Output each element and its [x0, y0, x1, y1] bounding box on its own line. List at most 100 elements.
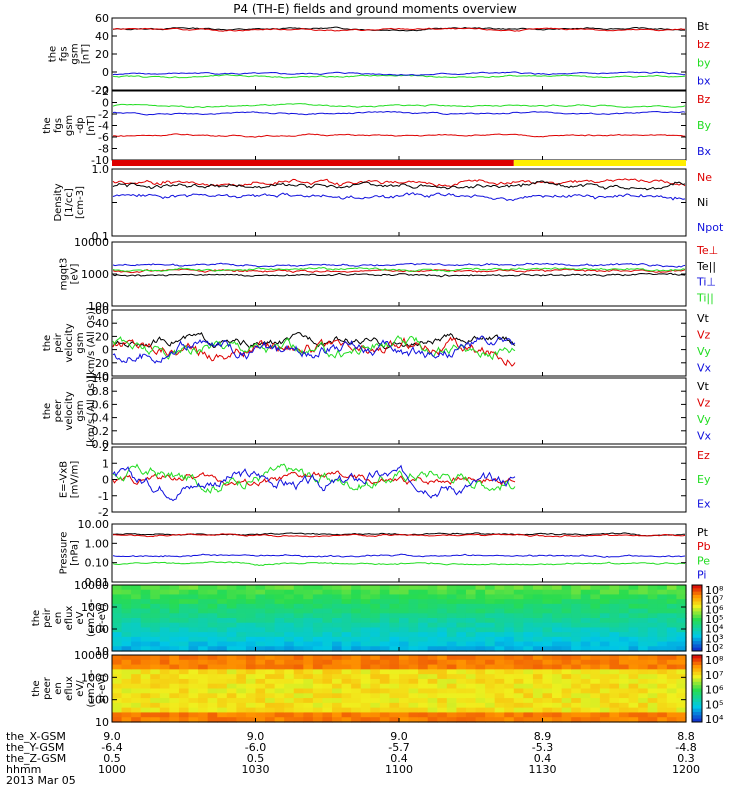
- heatmap-cell: [437, 622, 448, 629]
- heatmap-cell: [437, 712, 448, 718]
- y-tick-label: 10.00: [78, 518, 110, 531]
- heatmap-cell: [293, 683, 304, 690]
- heatmap-cell: [609, 599, 620, 605]
- heatmap-cell: [217, 618, 228, 624]
- heatmap-cell: [236, 627, 247, 633]
- heatmap-cell: [322, 702, 333, 709]
- heatmap-cell: [121, 688, 132, 694]
- heatmap-cell: [666, 632, 678, 638]
- legend-entry: Ex: [697, 497, 711, 510]
- heatmap-cell: [408, 594, 419, 600]
- heatmap-cell: [532, 585, 544, 591]
- heatmap-cell: [619, 688, 630, 694]
- heatmap-cell: [485, 674, 496, 680]
- heatmap-cell: [293, 664, 304, 670]
- colorbar-segment: [692, 621, 702, 626]
- heatmap-cell: [561, 622, 572, 629]
- heatmap-cell: [332, 641, 343, 647]
- legend-entry: Vt: [697, 312, 710, 325]
- heatmap-cell: [379, 659, 391, 666]
- heatmap-cell: [647, 669, 658, 675]
- heatmap-cell: [379, 717, 391, 723]
- heatmap-cell: [198, 599, 209, 605]
- heatmap-cell: [150, 641, 161, 647]
- heatmap-cell: [494, 717, 505, 723]
- heatmap-cell: [351, 698, 362, 704]
- heatmap-cell: [532, 698, 544, 704]
- heatmap-cell: [485, 613, 496, 619]
- heatmap-cell: [312, 664, 324, 670]
- heatmap-cell: [131, 669, 142, 675]
- heatmap-cell: [236, 693, 247, 699]
- heatmap-cell: [245, 693, 257, 699]
- heatmap-cell: [609, 698, 620, 704]
- heatmap-cell: [446, 688, 457, 694]
- heatmap-cell: [676, 655, 687, 661]
- heatmap-cell: [552, 655, 563, 661]
- heatmap-cell: [408, 698, 419, 704]
- heatmap-cell: [666, 585, 678, 591]
- heatmap-cell: [150, 688, 161, 694]
- heatmap-cell: [207, 589, 218, 596]
- heatmap-cell: [332, 678, 343, 685]
- heatmap-cell: [638, 659, 649, 666]
- heatmap-cell: [561, 655, 572, 661]
- heatmap-cell: [437, 594, 448, 600]
- heatmap-cell: [408, 674, 419, 680]
- heatmap-cell: [571, 608, 582, 614]
- heatmap-cell: [303, 608, 314, 614]
- heatmap-cell: [178, 702, 190, 709]
- heatmap-cell: [561, 678, 572, 685]
- heatmap-cell: [159, 693, 170, 699]
- heatmap-cell: [351, 717, 362, 723]
- heatmap-cell: [475, 712, 486, 718]
- heatmap-cell: [178, 655, 190, 661]
- heatmap-cell: [178, 627, 190, 633]
- heatmap-cell: [379, 698, 391, 704]
- heatmap-cell: [619, 627, 630, 633]
- heatmap-cell: [580, 659, 591, 666]
- heatmap-cell: [370, 646, 381, 652]
- heatmap-cell: [379, 627, 391, 633]
- heatmap-cell: [303, 618, 314, 624]
- heatmap-cell: [274, 599, 285, 605]
- heatmap-cell: [217, 683, 228, 690]
- heatmap-cell: [379, 599, 391, 605]
- heatmap-cell: [236, 632, 247, 638]
- heatmap-cell: [427, 688, 438, 694]
- heatmap-cell: [475, 664, 486, 670]
- heatmap-cell: [465, 698, 477, 704]
- heatmap-cell: [332, 622, 343, 629]
- heatmap-cell: [494, 599, 505, 605]
- heatmap-cell: [265, 702, 276, 709]
- heatmap-cell: [590, 674, 601, 680]
- heatmap-cell: [169, 693, 180, 699]
- heatmap-cell: [561, 636, 572, 643]
- heatmap-cell: [542, 627, 553, 633]
- heatmap-cell: [341, 683, 352, 690]
- y-axis-label-line: (cm2-s-: [86, 599, 97, 637]
- colorbar-segment: [692, 705, 702, 710]
- heatmap-cell: [236, 646, 247, 652]
- series-line-pe: [112, 561, 686, 567]
- heatmap-cell: [178, 603, 190, 610]
- y-axis-label: the fgs gsm -dp [nT]: [42, 115, 97, 136]
- heatmap-cell: [532, 608, 544, 614]
- heatmap-cell: [657, 655, 668, 661]
- heatmap-cell: [159, 688, 170, 694]
- heatmap-cell: [638, 589, 649, 596]
- heatmap-cell: [609, 646, 620, 652]
- heatmap-cell: [590, 613, 601, 619]
- heatmap-cell: [494, 707, 505, 714]
- colorbar-label: 10⁸: [705, 584, 724, 597]
- heatmap-cell: [456, 655, 467, 661]
- heatmap-cell: [207, 707, 218, 714]
- legend-entry: Pb: [697, 540, 711, 553]
- ephemeris-value: 9.0: [247, 730, 265, 743]
- heatmap-cell: [198, 589, 209, 596]
- heatmap-cell: [619, 636, 630, 643]
- heatmap-cell: [418, 585, 429, 591]
- heatmap-cell: [293, 659, 304, 666]
- heatmap-cell: [379, 622, 391, 629]
- heatmap-cell: [217, 594, 228, 600]
